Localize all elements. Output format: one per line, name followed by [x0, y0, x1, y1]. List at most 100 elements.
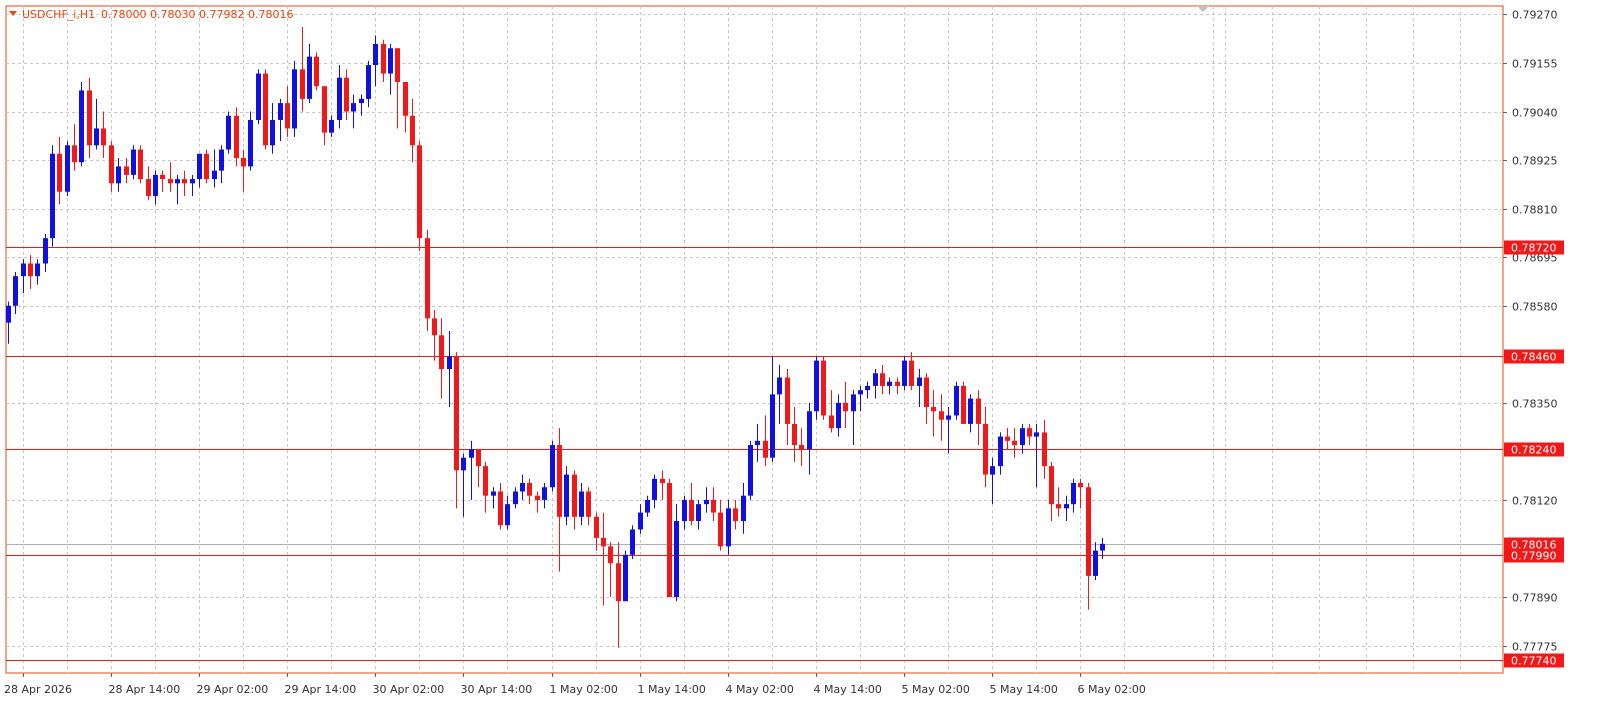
- candle: [278, 98, 283, 142]
- candle: [351, 94, 356, 129]
- candle-body: [153, 174, 158, 196]
- candle: [476, 449, 481, 488]
- candle: [256, 69, 261, 125]
- level-tag: [1504, 653, 1564, 668]
- time-tick-label: 28 Apr 2026: [4, 683, 72, 696]
- candle: [307, 43, 312, 104]
- candle-body: [292, 69, 297, 129]
- candle-body: [314, 56, 319, 87]
- candle-body: [755, 440, 760, 446]
- candle-body: [542, 487, 547, 500]
- candle: [197, 153, 202, 188]
- time-tick-label: 1 May 02:00: [550, 683, 618, 696]
- candle-body: [359, 98, 364, 104]
- shift-marker-icon[interactable]: [1197, 6, 1209, 12]
- candle-body: [65, 145, 70, 192]
- candle: [785, 369, 790, 446]
- candle-body: [483, 466, 488, 496]
- candle-body: [748, 445, 753, 496]
- candle-body: [1042, 432, 1047, 467]
- candle: [491, 487, 496, 509]
- candle-body: [696, 504, 701, 522]
- candle: [718, 499, 723, 551]
- candle-body: [1012, 440, 1017, 446]
- candle: [101, 111, 106, 158]
- candle-body: [491, 491, 496, 496]
- candle: [219, 145, 224, 184]
- candle: [674, 504, 679, 602]
- candle-body: [873, 373, 878, 386]
- candle-body: [535, 495, 540, 500]
- level-tag: [1504, 442, 1564, 457]
- candle-body: [638, 512, 643, 530]
- candle: [483, 461, 488, 513]
- candle-body: [373, 43, 378, 66]
- candle-body: [660, 478, 665, 484]
- candle-body: [285, 103, 290, 129]
- candle-body: [1071, 483, 1076, 505]
- candle-body: [1020, 428, 1025, 446]
- price-tick-label: 0.79270: [1512, 9, 1558, 22]
- candle-body: [263, 73, 268, 146]
- candle: [35, 259, 40, 285]
- level-tag: [1504, 349, 1564, 364]
- candle: [601, 512, 606, 606]
- candle: [990, 457, 995, 505]
- candle-body: [322, 86, 327, 133]
- candle: [865, 381, 870, 399]
- candle-body: [976, 398, 981, 424]
- candle-body: [652, 478, 657, 500]
- candle-body: [109, 145, 114, 184]
- level-tag-label: 0.78240: [1511, 444, 1557, 457]
- candle: [954, 381, 959, 420]
- candle: [572, 470, 577, 530]
- time-tick-label: 5 May 02:00: [902, 683, 970, 696]
- candle-body: [1064, 504, 1069, 509]
- candle-body: [1005, 436, 1010, 441]
- candle-body: [851, 394, 856, 412]
- candle: [1005, 428, 1010, 450]
- candle-body: [57, 153, 62, 192]
- time-tick-label: 4 May 14:00: [814, 683, 882, 696]
- candle-body: [50, 153, 55, 239]
- candle-body: [983, 423, 988, 475]
- candle: [1086, 483, 1091, 610]
- time-tick-label: 29 Apr 02:00: [197, 683, 269, 696]
- candle: [146, 166, 151, 201]
- candle: [1042, 419, 1047, 479]
- current-price-label: 0.78016: [1511, 539, 1557, 552]
- candle: [917, 369, 922, 408]
- candle-body: [586, 491, 591, 517]
- candle: [124, 157, 129, 184]
- candle: [1020, 423, 1025, 454]
- candle-body: [902, 360, 907, 386]
- candle: [182, 170, 187, 196]
- candle-body: [527, 483, 532, 496]
- candle-body: [28, 263, 33, 277]
- candle: [542, 483, 547, 509]
- candle-body: [990, 466, 995, 475]
- candle: [329, 115, 334, 137]
- candle-body: [895, 381, 900, 386]
- candle-body: [204, 153, 209, 180]
- candle-body: [505, 504, 510, 526]
- collapse-triangle-icon[interactable]: [9, 11, 17, 16]
- candle-body: [190, 179, 195, 184]
- time-tick-label: 6 May 02:00: [1078, 683, 1146, 696]
- candle: [153, 170, 158, 205]
- candle: [57, 136, 62, 205]
- candle: [373, 35, 378, 87]
- horizontal-levels[interactable]: [6, 247, 1503, 661]
- time-tick-label: 5 May 14:00: [990, 683, 1058, 696]
- candle-body: [1034, 432, 1039, 437]
- candle-body: [799, 445, 804, 450]
- candle: [741, 483, 746, 534]
- candle-body: [454, 356, 459, 471]
- ohlc-values: 0.78000 0.78030 0.77982 0.78016: [101, 8, 293, 21]
- candle: [21, 259, 26, 294]
- chart-header: USDCHF_i,H1 0.78000 0.78030 0.77982 0.78…: [9, 8, 293, 21]
- candle: [792, 407, 797, 462]
- candle: [550, 440, 555, 492]
